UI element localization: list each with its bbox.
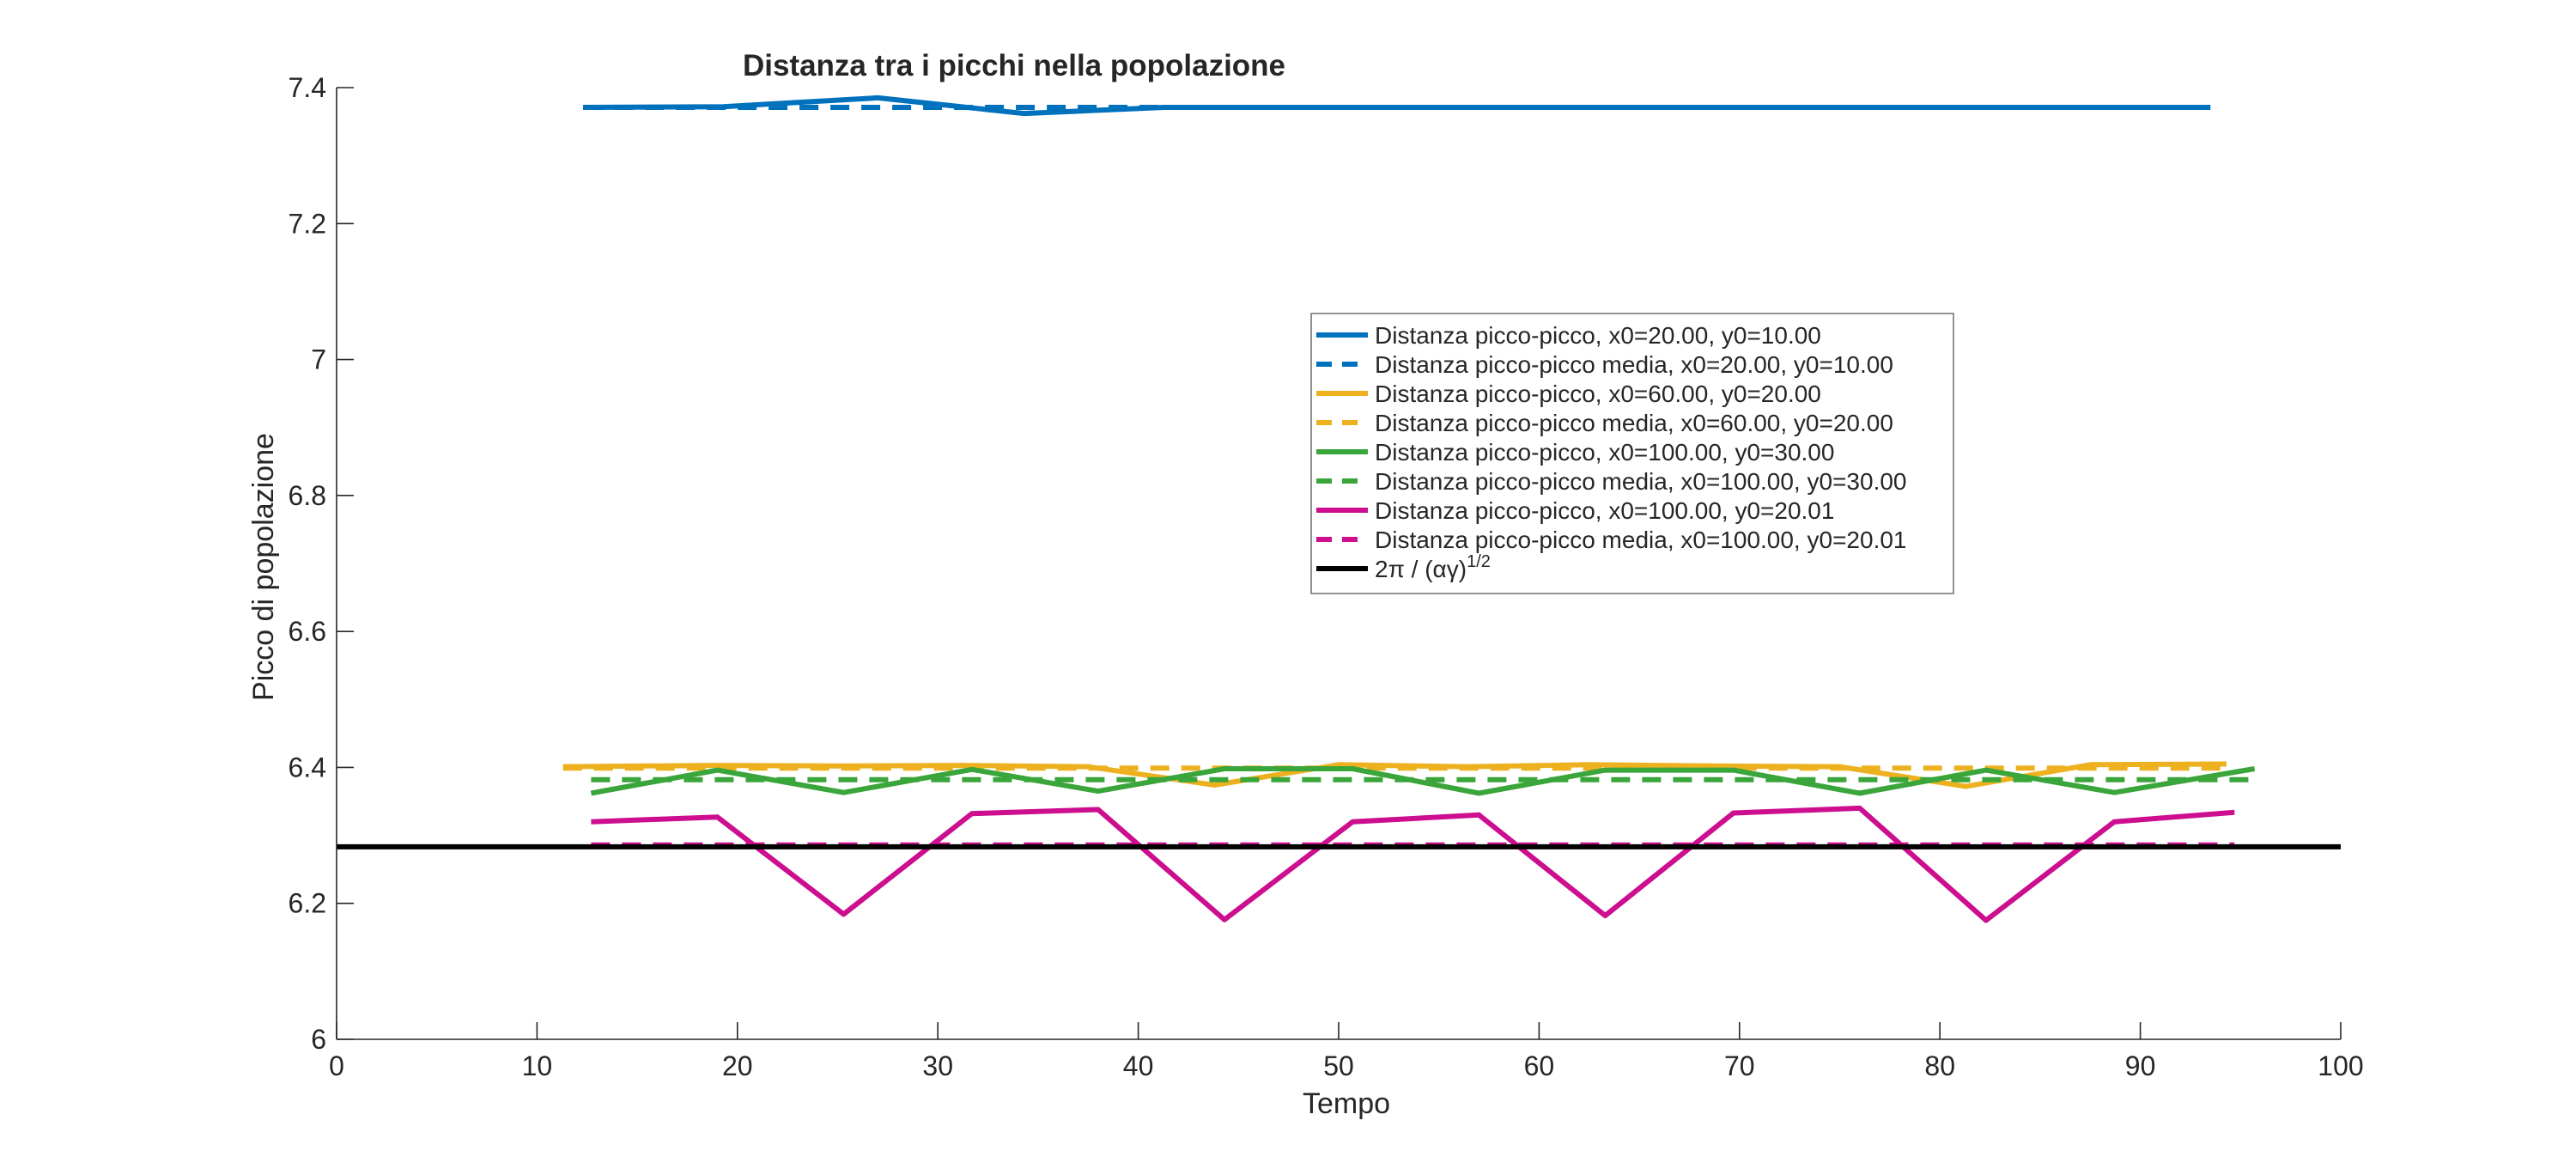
- legend-label-4: Distanza picco-picco media, x0=60.00, y0…: [1375, 410, 1893, 436]
- legend-label-8: Distanza picco-picco media, x0=100.00, y…: [1375, 527, 1907, 553]
- x-tick-label-30: 30: [922, 1050, 953, 1081]
- y-tick-label-6-4: 6.4: [289, 752, 326, 782]
- x-tick-label-0: 0: [329, 1050, 344, 1081]
- y-tick-label-6-6: 6.6: [289, 616, 326, 647]
- x-axis-label: Tempo: [1303, 1087, 1390, 1120]
- axes: 0 10 20 30 40 50 60 70 80 90 100 6 6.2 6.4 6.6 6.8 7 7.2 7…: [289, 72, 2364, 1081]
- x-tick-label-20: 20: [722, 1050, 753, 1081]
- x-tick-label-100: 100: [2318, 1050, 2363, 1081]
- x-tick-label-10: 10: [522, 1050, 553, 1081]
- legend: Distanza picco-picco, x0=20.00, y0=10.00…: [1310, 313, 1954, 594]
- y-tick-label-7-4: 7.4: [289, 72, 326, 103]
- series-line-5: [590, 766, 2256, 796]
- chart-title: Distanza tra i picchi nella popolazione: [743, 49, 1285, 82]
- legend-label-3: Distanza picco-picco, x0=60.00, y0=20.00: [1375, 381, 1821, 407]
- plot-area: [337, 94, 2341, 923]
- x-tick-label-90: 90: [2125, 1050, 2156, 1081]
- y-axis-label: Picco di popolazione: [247, 433, 280, 701]
- legend-label-2: Distanza picco-picco media, x0=20.00, y0…: [1375, 351, 1893, 378]
- y-tick-label-6: 6: [311, 1024, 326, 1055]
- y-tick-label-6-8: 6.8: [289, 480, 326, 511]
- legend-label-7: Distanza picco-picco, x0=100.00, y0=20.0…: [1375, 497, 1834, 524]
- x-tick-label-40: 40: [1123, 1050, 1154, 1081]
- y-tick-label-7: 7: [311, 344, 326, 375]
- y-tick-label-6-2: 6.2: [289, 888, 326, 919]
- y-tick-label-7-2: 7.2: [289, 208, 326, 239]
- legend-label-1: Distanza picco-picco, x0=20.00, y0=10.00: [1375, 322, 1821, 349]
- series-line-7: [591, 805, 2235, 923]
- legend-label-6: Distanza picco-picco media, x0=100.00, y…: [1375, 468, 1907, 495]
- x-tick-label-50: 50: [1323, 1050, 1354, 1081]
- legend-superscript: 1/2: [1467, 552, 1491, 571]
- legend-label-5: Distanza picco-picco, x0=100.00, y0=30.0…: [1375, 439, 1834, 466]
- legend-box: [1310, 313, 1954, 594]
- x-tick-label-80: 80: [1924, 1050, 1955, 1081]
- x-tick-label-60: 60: [1524, 1050, 1555, 1081]
- x-tick-label-70: 70: [1724, 1050, 1755, 1081]
